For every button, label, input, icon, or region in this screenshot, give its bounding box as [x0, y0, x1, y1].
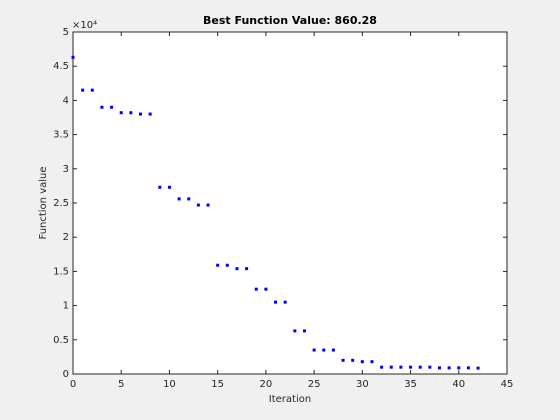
point [351, 358, 355, 362]
x-tick-label: 25 [308, 379, 321, 390]
point [341, 358, 345, 362]
point [293, 329, 297, 333]
point [129, 111, 133, 115]
y-tick-label: 3 [63, 164, 69, 175]
x-tick-label: 30 [356, 379, 369, 390]
point [110, 105, 114, 109]
point [274, 300, 278, 304]
point [254, 287, 258, 291]
point [206, 203, 210, 207]
point [81, 88, 85, 92]
point [119, 111, 123, 115]
x-tick-label: 40 [452, 379, 465, 390]
plot-area [73, 32, 507, 374]
y-tick-label: 1 [63, 301, 69, 312]
x-tick-label: 10 [163, 379, 176, 390]
x-tick-label: 45 [501, 379, 514, 390]
point [177, 197, 181, 201]
point [380, 365, 384, 369]
point [225, 263, 229, 267]
point [418, 365, 422, 369]
point [428, 365, 432, 369]
y-tick-label: 2.5 [53, 198, 69, 209]
y-tick-label: 1.5 [53, 266, 69, 277]
point [389, 365, 393, 369]
y-tick-label: 2 [63, 232, 69, 243]
point [302, 329, 306, 333]
point [476, 366, 480, 370]
point [158, 185, 162, 189]
point [409, 365, 413, 369]
point [312, 348, 316, 352]
point [245, 267, 249, 271]
y-tick-label: 0.5 [53, 335, 69, 346]
point [235, 267, 239, 271]
x-tick-label: 5 [118, 379, 124, 390]
point [457, 366, 461, 370]
point [399, 365, 403, 369]
y-tick-label: 3.5 [53, 130, 69, 141]
point [71, 55, 75, 59]
y-tick-label: 5 [63, 27, 69, 38]
x-axis-label: Iteration [269, 394, 311, 405]
point [216, 263, 220, 267]
x-tick-label: 20 [260, 379, 273, 390]
point [466, 366, 470, 370]
point [437, 366, 441, 370]
x-tick-label: 35 [404, 379, 417, 390]
y-axis-label: Function value [38, 166, 49, 239]
y-tick-label: 4.5 [53, 61, 69, 72]
point [196, 203, 200, 207]
x-tick-label: 0 [70, 379, 76, 390]
point [148, 112, 152, 116]
point [264, 287, 268, 291]
point [187, 197, 191, 201]
y-exponent: ×10⁴ [72, 20, 97, 31]
point [370, 360, 374, 364]
point [90, 88, 94, 92]
point [283, 300, 287, 304]
point [322, 348, 326, 352]
y-tick-label: 0 [63, 369, 69, 380]
chart-title: Best Function Value: 860.28 [203, 14, 377, 27]
point [100, 105, 104, 109]
x-tick-label: 15 [211, 379, 224, 390]
point [167, 185, 171, 189]
point [139, 112, 143, 116]
y-tick-label: 4 [63, 95, 69, 106]
point [360, 360, 364, 364]
point [447, 366, 451, 370]
point [331, 348, 335, 352]
